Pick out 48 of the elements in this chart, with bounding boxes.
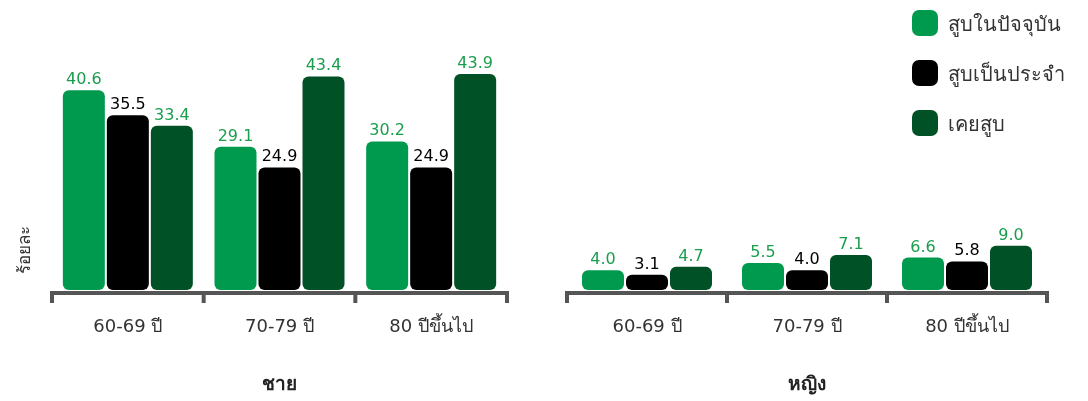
bar bbox=[62, 90, 105, 290]
legend-label: สูบเป็นประจำ bbox=[948, 61, 1065, 87]
bar bbox=[946, 261, 988, 290]
data-label: 24.9 bbox=[413, 146, 449, 166]
x-tick-label: 80 ปีขึ้นไป bbox=[925, 313, 1009, 336]
x-axis-title: ชาย bbox=[262, 372, 297, 394]
data-label: 3.1 bbox=[634, 253, 660, 273]
bar bbox=[990, 245, 1032, 290]
bar bbox=[626, 274, 668, 290]
bar bbox=[582, 270, 624, 290]
legend-label: สูบในปัจจุบัน bbox=[948, 12, 1061, 37]
y-axis-title: ร้อยละ bbox=[14, 226, 34, 274]
data-label: 43.9 bbox=[457, 53, 493, 72]
bar bbox=[106, 115, 149, 290]
bar bbox=[742, 262, 784, 290]
data-label: 6.6 bbox=[910, 236, 936, 256]
data-label: 5.8 bbox=[954, 240, 980, 260]
bar bbox=[302, 76, 345, 290]
data-label: 29.1 bbox=[217, 125, 254, 145]
data-label: 4.7 bbox=[678, 245, 704, 265]
bar bbox=[214, 146, 257, 290]
x-tick-label: 60-69 ปี bbox=[612, 315, 682, 336]
data-label: 33.4 bbox=[154, 104, 190, 124]
bar bbox=[670, 266, 712, 290]
data-label: 30.2 bbox=[369, 120, 405, 140]
bar bbox=[454, 74, 497, 290]
data-label: 9.0 bbox=[998, 224, 1024, 244]
x-tick-label: 70-79 ปี bbox=[244, 315, 315, 336]
data-label: 7.1 bbox=[838, 234, 864, 254]
bar bbox=[786, 270, 828, 290]
bar bbox=[830, 255, 872, 290]
data-label: 5.5 bbox=[750, 241, 776, 261]
legend-label: เคยสูบ bbox=[948, 112, 1005, 137]
data-label: 24.9 bbox=[261, 146, 298, 166]
bar bbox=[258, 167, 301, 290]
bar bbox=[150, 125, 193, 290]
bar bbox=[366, 141, 409, 290]
x-tick-label: 60-69 ปี bbox=[93, 315, 163, 336]
data-label: 43.4 bbox=[305, 55, 342, 75]
data-label: 40.6 bbox=[66, 69, 102, 89]
data-label: 4.0 bbox=[794, 249, 820, 269]
data-label: 35.5 bbox=[110, 94, 146, 114]
x-tick-label: 70-79 ปี bbox=[772, 315, 842, 336]
data-label: 4.0 bbox=[590, 249, 616, 269]
x-tick-label: 80 ปีขึ้นไป bbox=[389, 313, 473, 336]
x-axis-title: หญิง bbox=[788, 372, 826, 395]
bar bbox=[410, 167, 453, 290]
bar bbox=[902, 257, 944, 290]
